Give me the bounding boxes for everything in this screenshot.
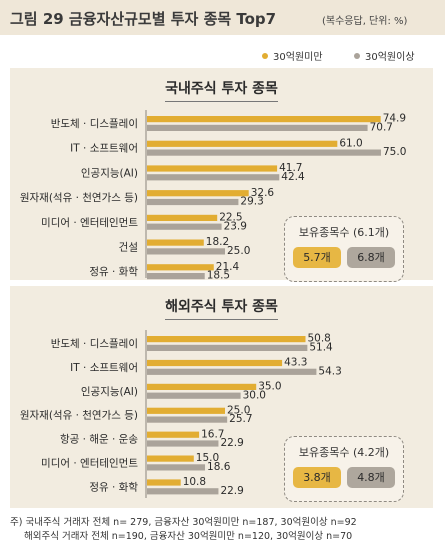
value-label: 16.7 xyxy=(201,428,224,440)
legend-item-under: 30억원미만 xyxy=(262,48,323,63)
legend-dot-over-icon xyxy=(354,53,360,59)
bar-over-30b xyxy=(147,223,222,230)
legend-label-over: 30억원이상 xyxy=(365,52,415,63)
category-label: 정유 · 화학 xyxy=(89,266,138,278)
footnote-line-2: 해외주식 거래자 전체 n=190, 금융자산 30억원미만 n=120, 30… xyxy=(24,531,353,542)
category-label: 미디어 · 엔터테인먼트 xyxy=(41,458,138,470)
domestic-holding-under: 5.7개 xyxy=(293,247,341,268)
value-label: 10.8 xyxy=(183,476,206,488)
value-label: 50.8 xyxy=(307,333,330,345)
bar-under-30b xyxy=(147,336,306,343)
bar-over-30b xyxy=(147,368,317,375)
category-label: 인공지능(AI) xyxy=(81,386,138,398)
category-label: 원자재(석유 · 천연가스 등) xyxy=(20,410,138,422)
bar-over-30b xyxy=(147,273,205,280)
bar-under-30b xyxy=(147,190,249,197)
bar-under-30b xyxy=(147,359,283,367)
value-label: 25.7 xyxy=(229,413,252,425)
bar-over-30b xyxy=(147,149,381,156)
bar-over-30b xyxy=(147,124,368,131)
value-label: 43.3 xyxy=(284,357,307,369)
footnote-line-1: 주) 국내주식 거래자 전체 n= 279, 금융자산 30억원미만 n=187… xyxy=(10,517,357,528)
bar-over-30b xyxy=(147,248,225,255)
footnote: 주) 국내주식 거래자 전체 n= 279, 금융자산 30억원미만 n=187… xyxy=(10,516,357,544)
value-label: 54.3 xyxy=(318,365,341,377)
value-label: 18.6 xyxy=(207,461,231,473)
category-label: IT · 소프트웨어 xyxy=(70,143,138,155)
value-label: 15.0 xyxy=(196,452,219,464)
category-label: 반도체 · 디스플레이 xyxy=(51,118,138,130)
category-label: 원자재(석유 · 천연가스 등) xyxy=(20,192,138,204)
legend-item-over: 30억원이상 xyxy=(354,48,415,63)
category-label: 건설 xyxy=(119,242,138,254)
category-label: IT · 소프트웨어 xyxy=(70,362,138,374)
value-label: 75.0 xyxy=(383,146,406,158)
foreign-holding-under: 3.8개 xyxy=(293,467,341,488)
bar-under-30b xyxy=(147,116,381,123)
category-label: 항공 · 해운 · 운송 xyxy=(60,433,138,446)
value-label: 22.9 xyxy=(220,437,243,449)
value-label: 42.4 xyxy=(281,171,305,183)
bar-under-30b xyxy=(147,455,194,462)
domestic-stock-panel: 국내주식 투자 종목 반도체 · 디스플레이 74.9 70.7 IT · 소프트웨어… xyxy=(10,68,433,282)
value-label: 74.9 xyxy=(383,113,406,125)
value-label: 18.5 xyxy=(207,270,230,280)
foreign-stock-panel: 해외주식 투자 종목 반도체 · 디스플레이 50.8 51.4 IT · 소프트웨어… xyxy=(10,286,433,508)
title-bar: 그림 29 금융자산규모별 투자 종목 Top7 (복수응답, 단위: %) xyxy=(0,0,445,35)
value-label: 61.0 xyxy=(339,137,362,149)
value-label: 70.7 xyxy=(370,122,393,134)
legend: 30억원미만 30억원이상 xyxy=(262,48,438,63)
domestic-holding-over: 6.8개 xyxy=(347,247,395,268)
bar-under-30b xyxy=(147,479,181,486)
bar-under-30b xyxy=(147,407,225,414)
bar-over-30b xyxy=(147,198,239,206)
value-label: 21.4 xyxy=(216,261,240,273)
bar-under-30b xyxy=(147,264,214,271)
foreign-holding-title: 보유종목수 (4.2개) xyxy=(298,446,390,459)
bar-under-30b xyxy=(147,214,218,221)
bar-under-30b xyxy=(147,140,338,147)
bar-under-30b xyxy=(147,431,200,438)
foreign-holding-over: 4.8개 xyxy=(347,467,395,488)
value-label: 18.2 xyxy=(206,236,229,248)
domestic-bar-chart: 반도체 · 디스플레이 74.970.7 IT · 소프트웨어 61.0 75.0 인공지… xyxy=(20,110,406,280)
unit-note: (복수응답, 단위: %) xyxy=(322,16,408,27)
value-label: 41.7 xyxy=(279,162,302,174)
bar-over-30b xyxy=(147,440,219,447)
bar-over-30b xyxy=(147,392,241,399)
category-label: 반도체 · 디스플레이 xyxy=(51,338,138,350)
value-label: 35.0 xyxy=(258,381,281,393)
value-label: 51.4 xyxy=(309,342,333,354)
domestic-holding-title: 보유종목수 (6.1개) xyxy=(298,226,390,239)
legend-label-under: 30억원미만 xyxy=(273,52,323,63)
foreign-bar-chart: 반도체 · 디스플레이 50.851.4 IT · 소프트웨어 43.3 54.3 인공지… xyxy=(20,330,342,498)
category-label: 정유 · 화학 xyxy=(89,481,138,493)
value-label: 30.0 xyxy=(243,389,266,401)
value-label: 22.9 xyxy=(220,485,243,497)
value-label: 22.5 xyxy=(219,212,242,224)
value-label: 32.6 xyxy=(251,187,275,199)
value-label: 25.0 xyxy=(227,404,250,416)
domestic-holding-box: 보유종목수 (6.1개) 5.7개 6.8개 xyxy=(284,216,404,282)
value-label: 25.0 xyxy=(227,245,250,257)
value-label: 23.9 xyxy=(224,220,247,232)
bar-under-30b xyxy=(147,165,278,172)
bar-over-30b xyxy=(147,464,206,471)
bar-under-30b xyxy=(147,239,204,246)
bar-over-30b xyxy=(147,416,228,423)
category-label: 인공지능(AI) xyxy=(81,167,138,179)
domestic-chart-title: 국내주식 투자 종목 xyxy=(10,78,433,102)
figure-title: 그림 29 금융자산규모별 투자 종목 Top7 xyxy=(10,10,277,28)
bar-under-30b xyxy=(147,383,257,390)
bar-over-30b xyxy=(147,488,219,495)
bar-over-30b xyxy=(147,344,308,351)
legend-dot-under-icon xyxy=(262,53,268,59)
category-label: 미디어 · 엔터테인먼트 xyxy=(41,217,138,229)
foreign-holding-box: 보유종목수 (4.2개) 3.8개 4.8개 xyxy=(284,436,404,502)
foreign-chart-title: 해외주식 투자 종목 xyxy=(10,296,433,320)
value-label: 29.3 xyxy=(240,196,263,208)
bar-over-30b xyxy=(147,174,280,181)
